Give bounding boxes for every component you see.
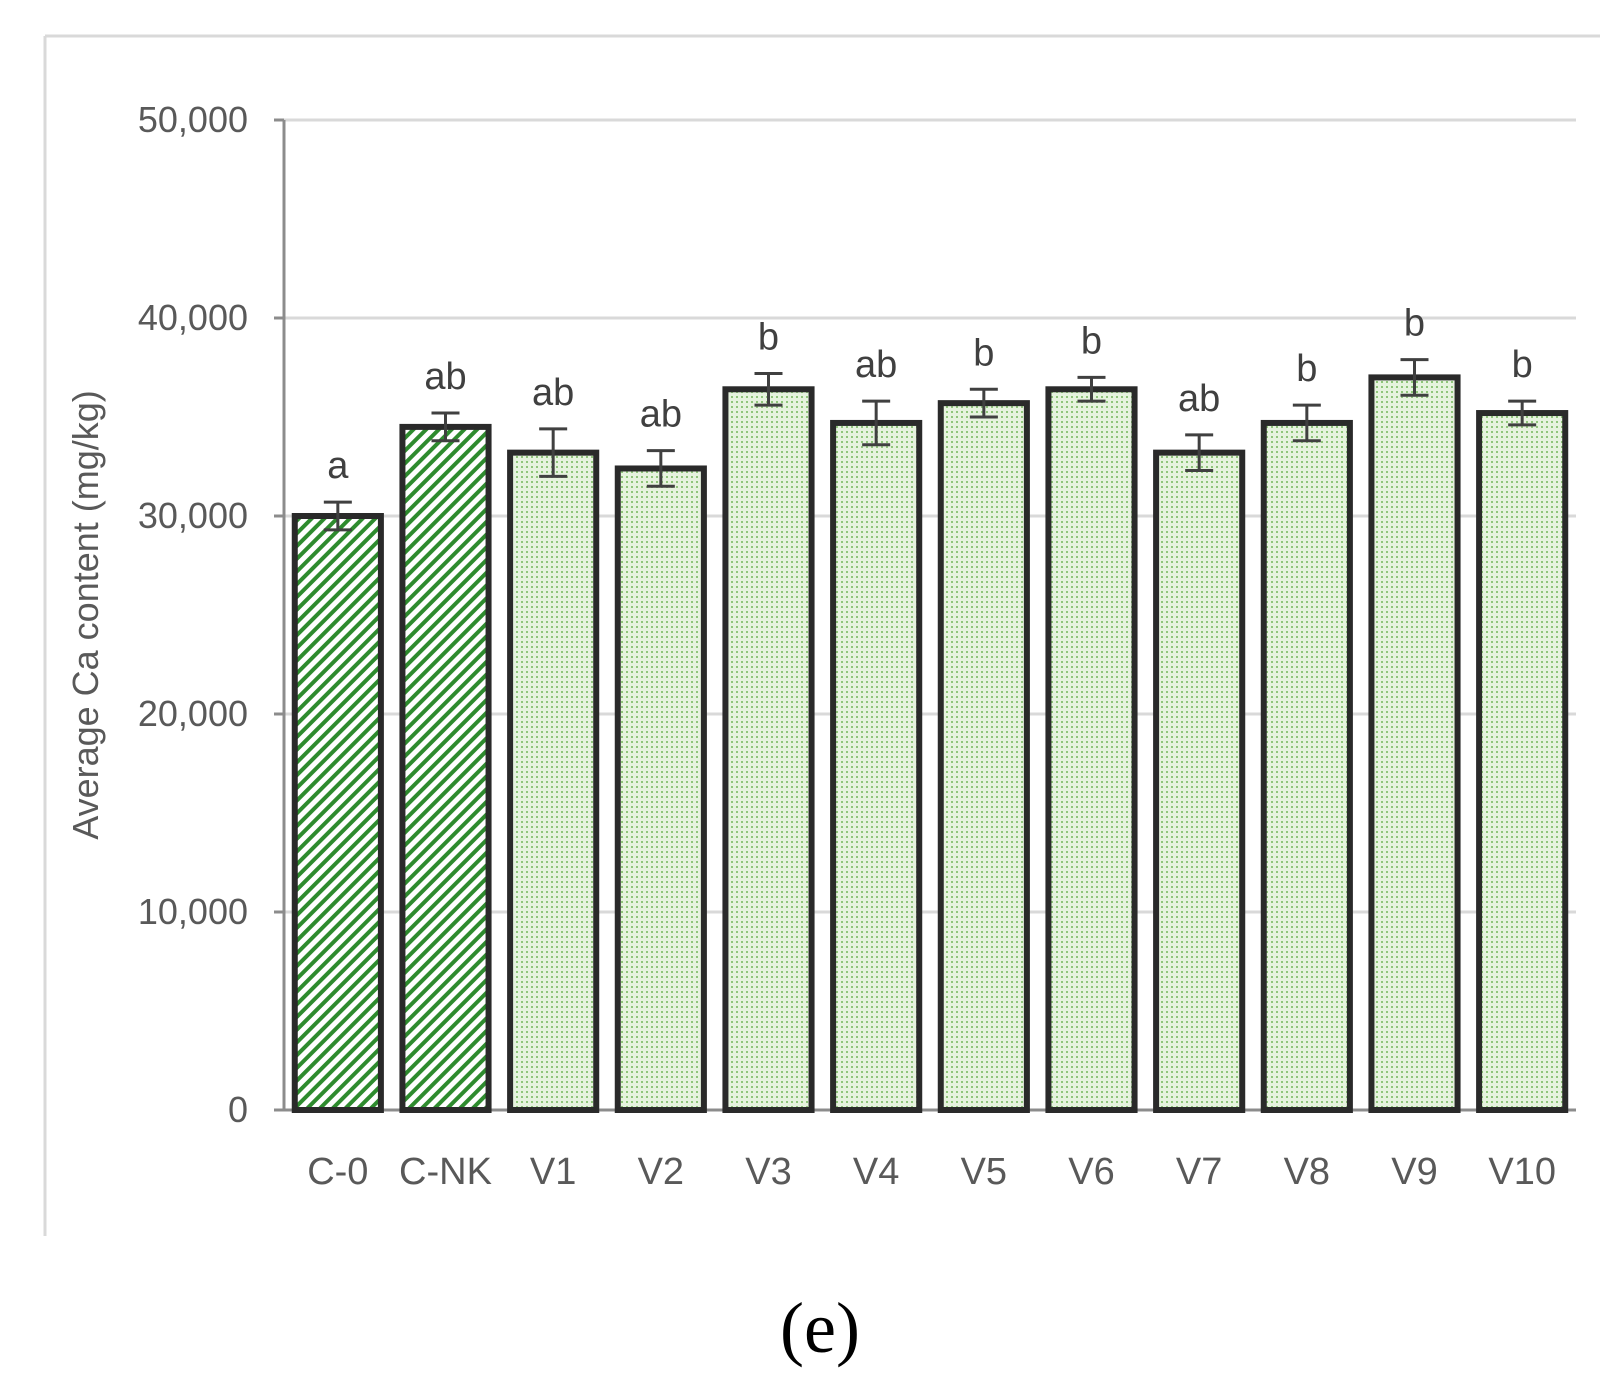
bar-v7	[1153, 449, 1246, 1113]
y-tick-label: 40,000	[138, 297, 248, 338]
gridlines	[284, 118, 1576, 914]
y-tick-label: 0	[228, 1089, 248, 1130]
category-label-v3: V3	[745, 1151, 791, 1193]
bar-v5	[937, 400, 1030, 1113]
significance-labels: a ab ab ab b ab b b ab b b b	[327, 303, 1532, 488]
category-label-c-nk: C-NK	[399, 1151, 492, 1193]
x-axis-category-labels: C-0 C-NK V1 V2 V3 V4 V5 V6 V7 V8 V9 V10	[307, 1151, 1556, 1193]
category-label-v6: V6	[1068, 1151, 1114, 1193]
bar-c-0	[291, 513, 384, 1113]
bar-v9	[1368, 374, 1461, 1113]
bar-c-nk	[399, 423, 492, 1113]
bar-v6	[1045, 386, 1138, 1113]
significance-label-v6: b	[1081, 320, 1102, 362]
significance-label-v9: b	[1404, 303, 1425, 345]
error-bars	[323, 358, 1537, 532]
significance-label-v2: ab	[640, 394, 682, 436]
y-axis-label: Average Ca content (mg/kg)	[65, 390, 106, 840]
bar-v3	[722, 386, 815, 1113]
significance-label-v1: ab	[532, 372, 574, 414]
significance-label-v7: ab	[1178, 378, 1220, 420]
y-tick-label: 10,000	[138, 891, 248, 932]
bar-v10	[1476, 410, 1569, 1114]
category-label-v1: V1	[530, 1151, 576, 1193]
panel-label: (e)	[780, 1288, 860, 1368]
significance-label-v10: b	[1512, 344, 1533, 386]
bar-v4	[830, 419, 923, 1113]
y-tick-label: 30,000	[138, 495, 248, 536]
category-label-v8: V8	[1284, 1151, 1330, 1193]
bar-v2	[614, 465, 707, 1114]
category-label-v9: V9	[1391, 1151, 1437, 1193]
category-label-c-0: C-0	[307, 1151, 368, 1193]
y-tick-label: 20,000	[138, 693, 248, 734]
bar-v1	[507, 449, 600, 1113]
category-label-v5: V5	[961, 1151, 1007, 1193]
significance-label-c-0: a	[327, 445, 349, 487]
significance-label-v3: b	[758, 316, 779, 358]
bar-v8	[1260, 419, 1353, 1113]
y-tick-label: 50,000	[138, 99, 248, 140]
figure-frame	[43, 34, 1600, 1236]
y-axis-tick-labels: 0 10,000 20,000 30,000 40,000 50,000	[138, 99, 248, 1130]
category-label-v2: V2	[638, 1151, 684, 1193]
significance-label-v8: b	[1296, 348, 1317, 390]
category-label-v4: V4	[853, 1151, 899, 1193]
category-label-v7: V7	[1176, 1151, 1222, 1193]
significance-label-c-nk: ab	[424, 356, 466, 398]
significance-label-v4: ab	[855, 344, 897, 386]
bars	[291, 374, 1569, 1114]
significance-label-v5: b	[973, 332, 994, 374]
category-label-v10: V10	[1488, 1151, 1556, 1193]
